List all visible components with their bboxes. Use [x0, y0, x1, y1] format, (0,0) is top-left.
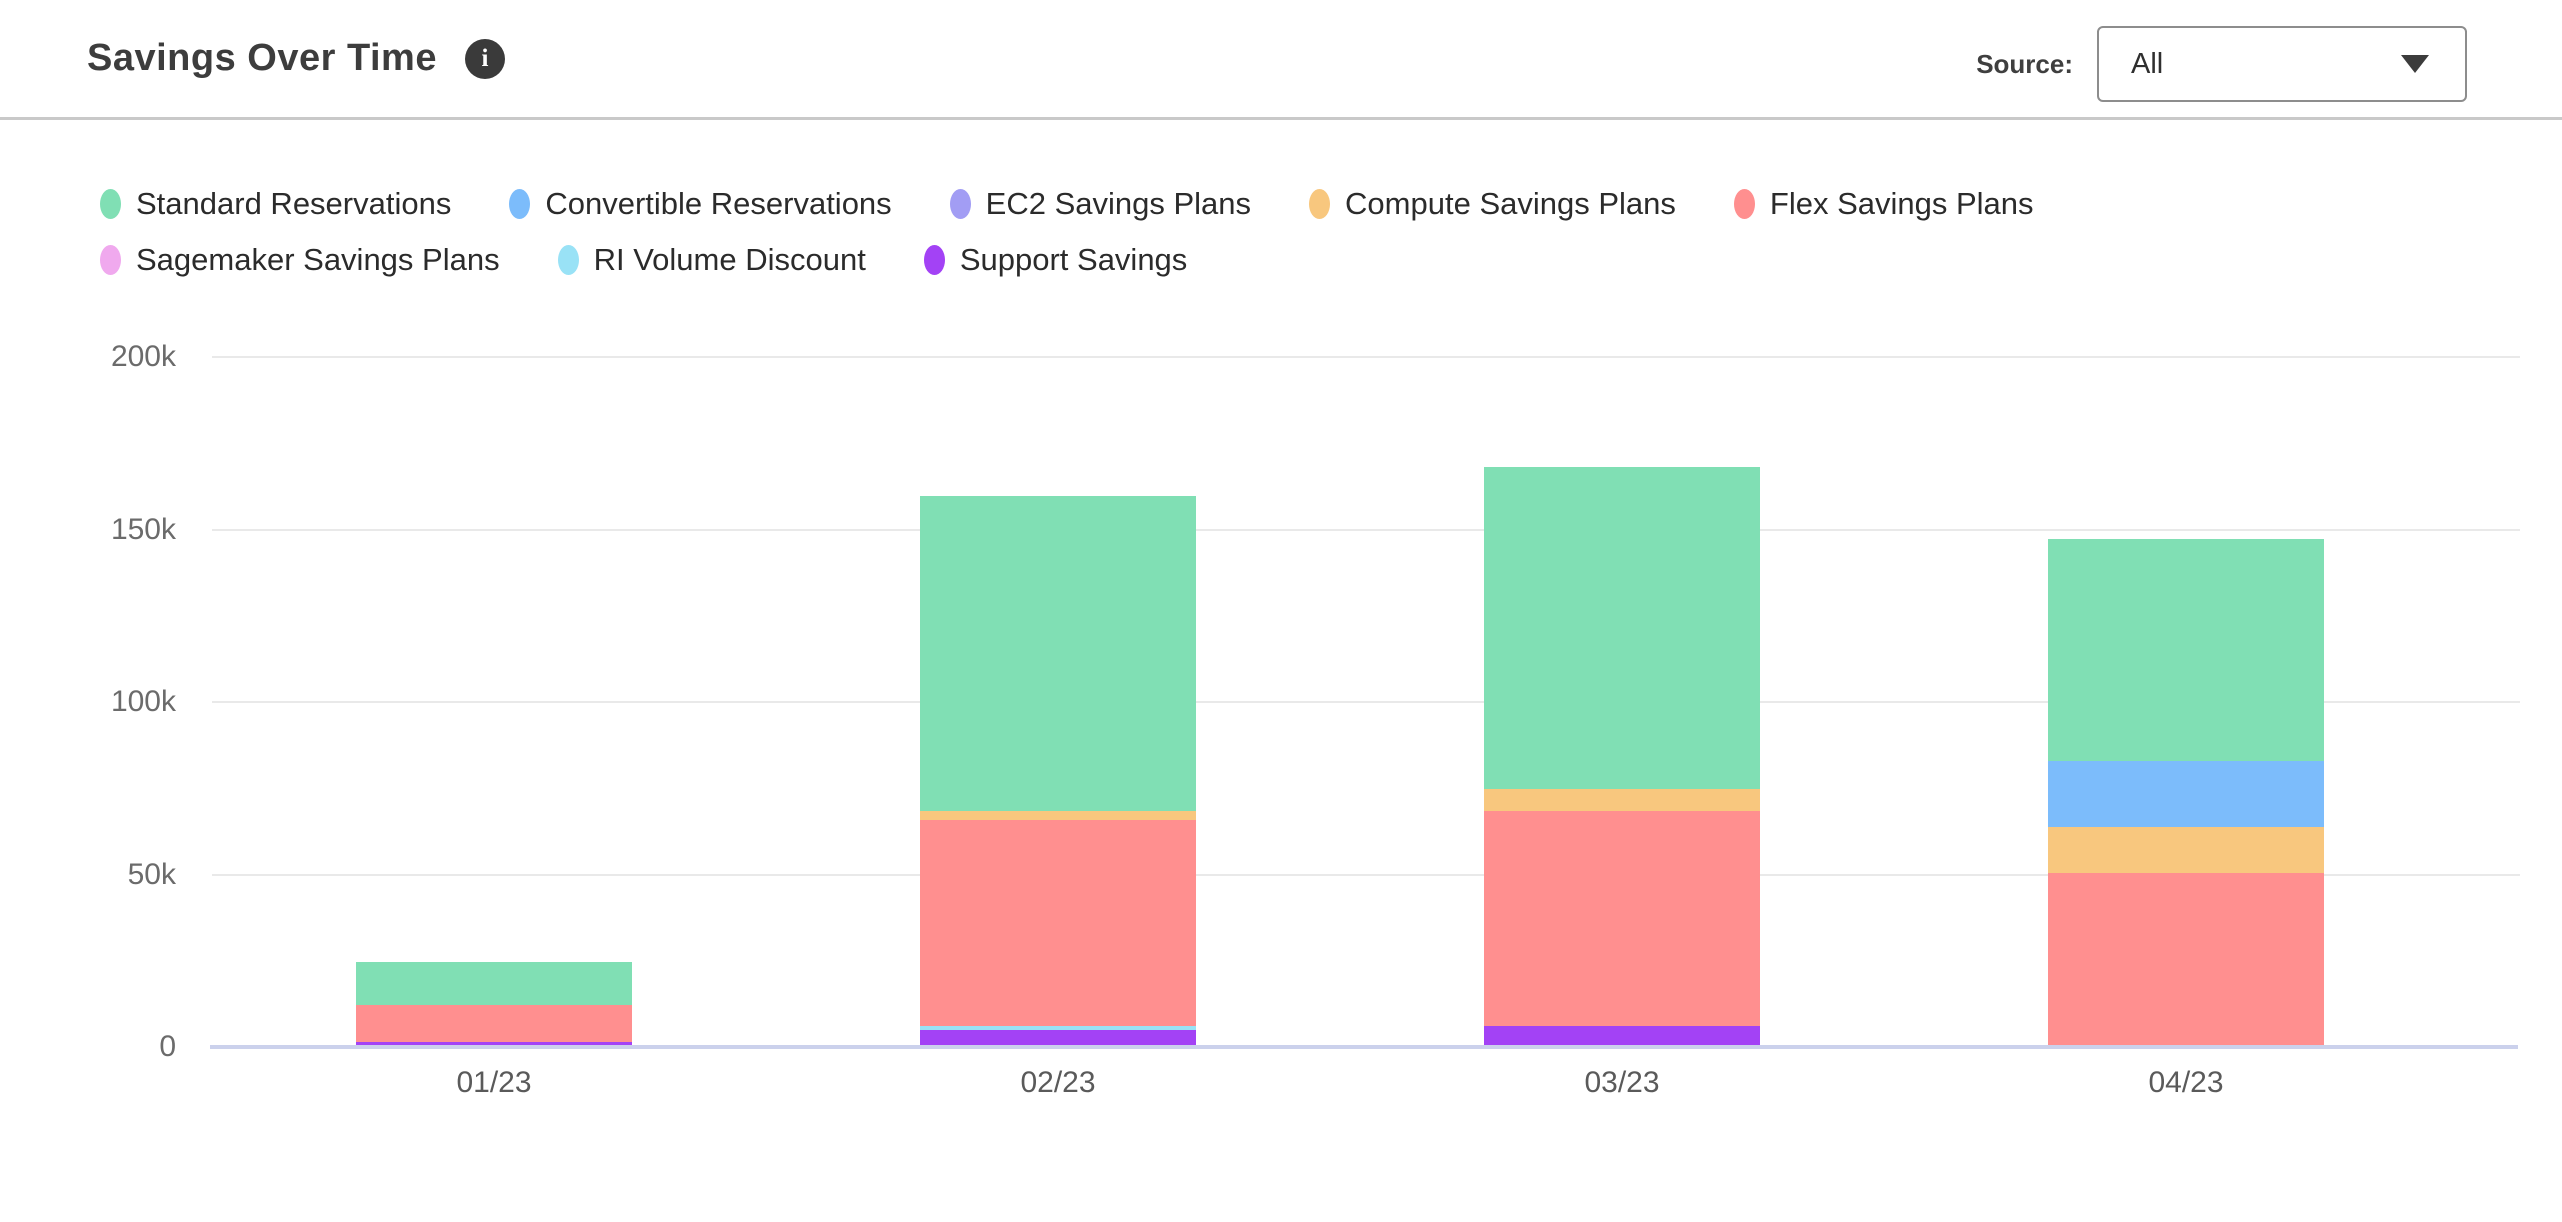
bar-group [1904, 357, 2468, 1045]
bar-segment[interactable] [920, 819, 1196, 1027]
legend-item-label: Flex Savings Plans [1769, 186, 2034, 221]
x-axis-tick-label: 02/23 [1020, 1066, 1096, 1099]
bar-segment[interactable] [920, 1029, 1196, 1045]
bar-segment[interactable] [2048, 826, 2324, 873]
x-axis-baseline [210, 1045, 2518, 1049]
source-label: Source: [1976, 48, 2073, 79]
legend-swatch-icon [1309, 189, 1331, 219]
x-axis-labels: 01/23 02/23 03/23 04/23 [212, 1066, 2468, 1100]
gridline [212, 873, 2520, 876]
legend-item[interactable]: Convertible Reservations [509, 183, 892, 225]
plot-area [210, 356, 2520, 1049]
bar-group [212, 357, 776, 1045]
bar-segment[interactable] [1484, 467, 1760, 789]
legend-item-label: Standard Reservations [136, 186, 452, 221]
bar-segment[interactable] [356, 1005, 632, 1042]
chevron-down-icon [2401, 55, 2429, 73]
stacked-bar[interactable] [1484, 357, 1760, 1045]
page-title: Savings Over Time [87, 37, 437, 79]
bar-group [776, 357, 1340, 1045]
legend-swatch-icon [557, 245, 579, 275]
legend-swatch-icon [100, 189, 121, 219]
legend-item[interactable]: RI Volume Discount [557, 239, 866, 281]
bar-group [1340, 357, 1904, 1045]
bar-segment[interactable] [1484, 811, 1760, 1027]
y-axis-tick-label: 200k [110, 340, 176, 373]
bar-segment[interactable] [920, 811, 1196, 820]
legend-item[interactable]: Sagemaker Savings Plans [100, 239, 500, 281]
bar-segment[interactable] [2048, 873, 2324, 1045]
header-divider [0, 117, 2562, 120]
x-axis-tick-label: 03/23 [1584, 1066, 1660, 1099]
y-axis-labels: 200k 150k 100k 50k 0 [0, 340, 176, 1063]
bars-container [212, 357, 2468, 1045]
stacked-bar[interactable] [2048, 357, 2324, 1045]
x-axis-tick-label: 01/23 [456, 1066, 532, 1099]
legend-item[interactable]: Standard Reservations [100, 183, 451, 225]
legend-item[interactable]: EC2 Savings Plans [949, 183, 1252, 225]
y-axis-tick-label: 0 [159, 1030, 176, 1063]
legend-swatch-icon [923, 245, 945, 275]
info-icon[interactable]: i [464, 38, 505, 79]
y-axis-tick-label: 150k [110, 512, 176, 546]
source-dropdown[interactable]: All [2097, 26, 2467, 102]
legend-item[interactable]: Compute Savings Plans [1309, 183, 1676, 225]
gridline [212, 356, 2520, 358]
gridline [212, 701, 2520, 703]
legend-swatch-icon [100, 245, 121, 275]
chart-header: Savings Over Time i Source: All [0, 0, 2562, 117]
bar-segment[interactable] [920, 1026, 1196, 1030]
bar-segment[interactable] [2048, 539, 2324, 762]
legend-item-label: Compute Savings Plans [1345, 186, 1676, 221]
bar-segment[interactable] [356, 1041, 632, 1045]
legend-item[interactable]: Support Savings [923, 239, 1188, 281]
legend-item[interactable]: Flex Savings Plans [1733, 183, 2034, 225]
legend-swatch-icon [509, 189, 531, 219]
bar-segment[interactable] [356, 962, 632, 1006]
chart-legend: Standard Reservations Convertible Reserva… [100, 183, 2440, 281]
legend-item-label: RI Volume Discount [593, 242, 866, 277]
bar-segment[interactable] [1484, 1026, 1760, 1045]
stacked-bar[interactable] [920, 357, 1196, 1045]
stacked-bar[interactable] [356, 357, 632, 1045]
bar-segment[interactable] [2048, 761, 2324, 827]
y-axis-tick-label: 50k [127, 857, 176, 891]
source-dropdown-value: All [2131, 47, 2164, 80]
legend-item-label: Support Savings [959, 242, 1188, 277]
y-axis-tick-label: 100k [110, 685, 176, 718]
bar-segment[interactable] [920, 496, 1196, 812]
legend-item-label: Sagemaker Savings Plans [136, 242, 500, 277]
legend-item-label: Convertible Reservations [545, 186, 892, 221]
x-axis-tick-label: 04/23 [2148, 1066, 2224, 1099]
legend-swatch-icon [949, 189, 971, 219]
legend-item-label: EC2 Savings Plans [985, 186, 1252, 221]
bar-segment[interactable] [1484, 788, 1760, 812]
legend-swatch-icon [1733, 189, 1755, 219]
gridline [212, 528, 2520, 531]
